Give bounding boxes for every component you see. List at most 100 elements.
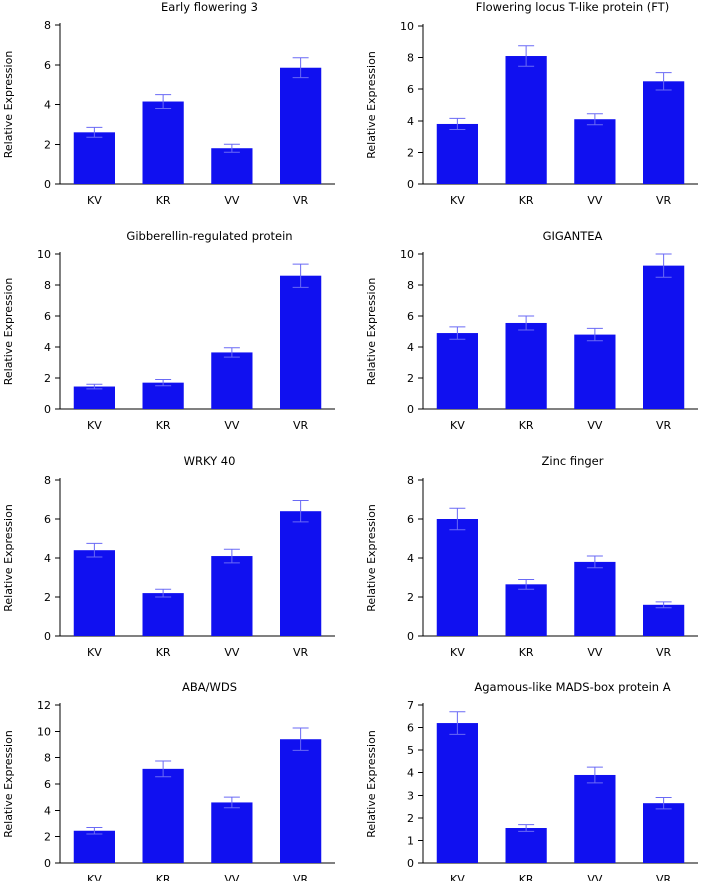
- y-tick-label: 0: [44, 178, 51, 191]
- y-tick-label: 8: [44, 474, 51, 487]
- bar-vr: [643, 265, 685, 409]
- bar-vr: [643, 604, 685, 636]
- y-axis-label: Relative Expression: [2, 51, 15, 159]
- bar-kr: [505, 56, 547, 184]
- y-axis-label: Relative Expression: [365, 730, 378, 838]
- x-tick-label: KV: [450, 194, 465, 207]
- y-axis-label: Relative Expression: [2, 504, 15, 612]
- x-tick-label: KR: [156, 646, 171, 659]
- y-tick-label: 6: [407, 722, 414, 735]
- x-tick-label: VV: [224, 873, 240, 881]
- bar-vv: [574, 119, 616, 184]
- y-tick-label: 2: [44, 372, 51, 385]
- bar-vr: [280, 275, 322, 409]
- x-tick-label: VR: [293, 419, 309, 432]
- y-tick-label: 4: [407, 115, 414, 128]
- chart-title: Zinc finger: [542, 454, 604, 468]
- x-tick-label: VV: [587, 419, 603, 432]
- y-tick-label: 8: [44, 279, 51, 292]
- y-tick-label: 4: [44, 99, 51, 112]
- y-tick-label: 5: [407, 744, 414, 757]
- x-tick-label: KR: [156, 873, 171, 881]
- x-tick-label: VR: [293, 646, 309, 659]
- bar-kr: [505, 828, 547, 863]
- x-tick-label: VV: [587, 194, 603, 207]
- x-tick-label: KV: [450, 419, 465, 432]
- bar-vv: [211, 802, 253, 863]
- x-tick-label: VR: [293, 194, 309, 207]
- chart-title: Agamous-like MADS-box protein A: [474, 680, 670, 694]
- y-tick-label: 0: [407, 403, 414, 416]
- y-tick-label: 0: [407, 857, 414, 870]
- bar-vv: [574, 774, 616, 863]
- chart-title: Flowering locus T-like protein (FT): [476, 0, 669, 14]
- x-tick-label: KV: [87, 646, 102, 659]
- y-tick-label: 4: [44, 341, 51, 354]
- y-tick-label: 4: [44, 804, 51, 817]
- bar-kr: [505, 584, 547, 636]
- x-tick-label: VV: [224, 419, 240, 432]
- chart-panel-7: ABA/WDS Relative Expression 0 2 4 6 8 10 12 KV KR V…: [2, 680, 335, 881]
- y-tick-label: 2: [44, 138, 51, 151]
- bar-kr: [142, 593, 184, 636]
- chart-panel-6: Zinc finger Relative Expression 0 2 4 6 8 KV KR V…: [365, 454, 698, 659]
- x-tick-label: KR: [156, 419, 171, 432]
- x-tick-label: VV: [587, 646, 603, 659]
- bar-vv: [574, 561, 616, 636]
- chart-panel-3: Gibberellin-regulated protein Relative Ex…: [2, 229, 335, 432]
- x-tick-label: KR: [519, 419, 534, 432]
- y-tick-label: 1: [407, 834, 414, 847]
- y-tick-label: 6: [44, 778, 51, 791]
- y-tick-label: 4: [407, 552, 414, 565]
- bar-kr: [505, 322, 547, 409]
- y-tick-label: 8: [407, 279, 414, 292]
- x-tick-label: KV: [87, 873, 102, 881]
- y-tick-label: 3: [407, 789, 414, 802]
- y-tick-label: 0: [44, 630, 51, 643]
- y-tick-label: 10: [37, 248, 51, 261]
- y-tick-label: 8: [44, 752, 51, 765]
- y-tick-label: 8: [44, 19, 51, 32]
- x-tick-label: VR: [656, 419, 672, 432]
- y-tick-label: 6: [407, 513, 414, 526]
- y-tick-label: 6: [44, 513, 51, 526]
- bar-kv: [73, 386, 115, 409]
- bar-kv: [73, 830, 115, 863]
- y-tick-label: 8: [407, 52, 414, 65]
- x-tick-label: VR: [656, 646, 672, 659]
- bar-vv: [211, 148, 253, 184]
- chart-panel-2: Flowering locus T-like protein (FT) Relat…: [365, 0, 698, 207]
- bar-vr: [643, 803, 685, 863]
- x-tick-label: VV: [587, 873, 603, 881]
- y-tick-label: 2: [44, 591, 51, 604]
- bar-vv: [574, 334, 616, 409]
- x-tick-label: KR: [519, 873, 534, 881]
- y-tick-label: 4: [407, 767, 414, 780]
- y-tick-label: 10: [400, 20, 414, 33]
- x-tick-label: KV: [450, 873, 465, 881]
- y-axis-label: Relative Expression: [2, 278, 15, 386]
- chart-title: Early flowering 3: [161, 0, 258, 14]
- chart-panel-5: WRKY 40 Relative Expression 0 2 4 6 8 KV KR VV VR: [2, 454, 335, 659]
- bar-kv: [436, 723, 478, 863]
- bar-kr: [142, 382, 184, 409]
- y-tick-label: 2: [407, 812, 414, 825]
- y-tick-label: 6: [407, 83, 414, 96]
- y-axis-label: Relative Expression: [365, 51, 378, 159]
- y-tick-label: 6: [407, 310, 414, 323]
- chart-title: ABA/WDS: [182, 680, 237, 694]
- bar-vr: [280, 739, 322, 863]
- x-tick-label: VR: [293, 873, 309, 881]
- bar-vv: [211, 556, 253, 636]
- bar-kr: [142, 101, 184, 184]
- y-tick-label: 4: [44, 552, 51, 565]
- x-tick-label: VR: [656, 194, 672, 207]
- y-axis-label: Relative Expression: [2, 730, 15, 838]
- y-tick-label: 2: [407, 591, 414, 604]
- bar-kr: [142, 768, 184, 863]
- y-axis-label: Relative Expression: [365, 504, 378, 612]
- y-tick-label: 2: [44, 831, 51, 844]
- bar-vr: [280, 511, 322, 636]
- y-tick-label: 7: [407, 699, 414, 712]
